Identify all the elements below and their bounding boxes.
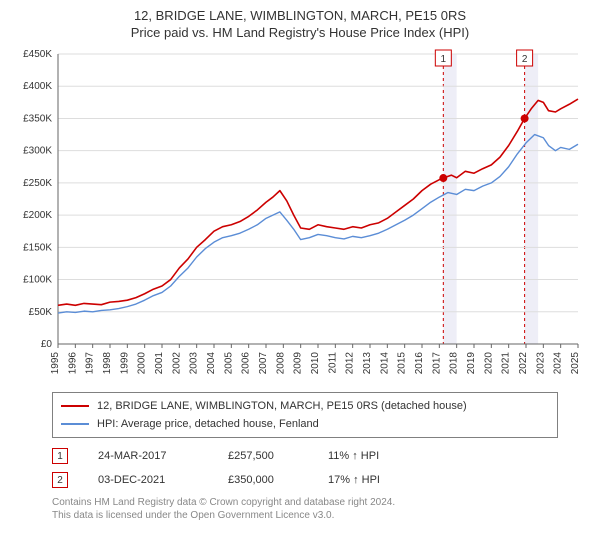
svg-text:£350K: £350K xyxy=(23,113,52,124)
svg-text:2001: 2001 xyxy=(154,352,165,375)
marker-row: 1 24-MAR-2017£257,50011% ↑ HPI xyxy=(52,448,588,464)
svg-text:2021: 2021 xyxy=(501,352,512,375)
svg-text:2015: 2015 xyxy=(397,352,408,375)
marker-date: 24-MAR-2017 xyxy=(98,450,228,462)
svg-text:2010: 2010 xyxy=(310,352,321,375)
svg-text:2007: 2007 xyxy=(258,352,269,375)
svg-text:£450K: £450K xyxy=(23,49,52,60)
svg-text:2: 2 xyxy=(522,54,528,65)
legend-swatch xyxy=(61,423,89,425)
svg-text:2013: 2013 xyxy=(362,352,373,375)
svg-text:£200K: £200K xyxy=(23,210,52,221)
svg-text:2016: 2016 xyxy=(414,352,425,375)
marker-pct: 17% ↑ HPI xyxy=(328,474,448,486)
svg-text:2009: 2009 xyxy=(293,352,304,375)
title-block: 12, BRIDGE LANE, WIMBLINGTON, MARCH, PE1… xyxy=(12,8,588,40)
marker-table: 1 24-MAR-2017£257,50011% ↑ HPI 2 03-DEC-202… xyxy=(52,448,588,488)
chart-area: £0 £50K £100K £150K £200K £250K £300K £350K £400… xyxy=(12,46,588,386)
marker-row: 2 03-DEC-2021£350,00017% ↑ HPI xyxy=(52,472,588,488)
svg-text:2023: 2023 xyxy=(535,352,546,375)
chart-container: 12, BRIDGE LANE, WIMBLINGTON, MARCH, PE1… xyxy=(0,0,600,528)
svg-text:£400K: £400K xyxy=(23,81,52,92)
svg-text:2004: 2004 xyxy=(206,352,217,375)
marker-pct: 11% ↑ HPI xyxy=(328,450,448,462)
legend-swatch xyxy=(61,405,89,407)
svg-text:£100K: £100K xyxy=(23,275,52,286)
svg-text:2019: 2019 xyxy=(466,352,477,375)
svg-text:2017: 2017 xyxy=(431,352,442,375)
svg-text:2018: 2018 xyxy=(449,352,460,375)
svg-text:£300K: £300K xyxy=(23,146,52,157)
svg-text:2022: 2022 xyxy=(518,352,529,375)
title-address: 12, BRIDGE LANE, WIMBLINGTON, MARCH, PE1… xyxy=(12,8,588,23)
legend-label: HPI: Average price, detached house, Fenl… xyxy=(97,418,319,430)
legend-label: 12, BRIDGE LANE, WIMBLINGTON, MARCH, PE1… xyxy=(97,400,467,412)
svg-text:2020: 2020 xyxy=(483,352,494,375)
svg-text:£250K: £250K xyxy=(23,178,52,189)
svg-text:1999: 1999 xyxy=(119,352,130,375)
svg-text:£50K: £50K xyxy=(29,307,53,318)
marker-badge: 2 xyxy=(52,472,68,488)
svg-text:2024: 2024 xyxy=(553,352,564,375)
svg-text:£0: £0 xyxy=(41,339,53,350)
svg-text:2006: 2006 xyxy=(241,352,252,375)
legend: 12, BRIDGE LANE, WIMBLINGTON, MARCH, PE1… xyxy=(52,392,558,438)
marker-badge: 1 xyxy=(52,448,68,464)
svg-text:1995: 1995 xyxy=(50,352,61,375)
svg-text:1: 1 xyxy=(441,54,447,65)
svg-text:2008: 2008 xyxy=(275,352,286,375)
svg-text:1996: 1996 xyxy=(67,352,78,375)
svg-text:2002: 2002 xyxy=(171,352,182,375)
svg-text:1997: 1997 xyxy=(85,352,96,375)
marker-price: £350,000 xyxy=(228,474,328,486)
svg-text:2000: 2000 xyxy=(137,352,148,375)
svg-text:2005: 2005 xyxy=(223,352,234,375)
svg-text:£150K: £150K xyxy=(23,242,52,253)
footnote: Contains HM Land Registry data © Crown c… xyxy=(52,496,588,522)
svg-text:2012: 2012 xyxy=(345,352,356,375)
svg-text:2014: 2014 xyxy=(379,352,390,375)
footnote-line1: Contains HM Land Registry data © Crown c… xyxy=(52,496,588,509)
svg-text:2003: 2003 xyxy=(189,352,200,375)
svg-text:2011: 2011 xyxy=(327,352,338,374)
marker-date: 03-DEC-2021 xyxy=(98,474,228,486)
svg-text:1998: 1998 xyxy=(102,352,113,375)
legend-item: HPI: Average price, detached house, Fenl… xyxy=(61,415,549,433)
svg-text:2025: 2025 xyxy=(570,352,581,375)
marker-price: £257,500 xyxy=(228,450,328,462)
price-chart: £0 £50K £100K £150K £200K £250K £300K £350K £400… xyxy=(12,46,588,386)
legend-item: 12, BRIDGE LANE, WIMBLINGTON, MARCH, PE1… xyxy=(61,397,549,415)
title-subtitle: Price paid vs. HM Land Registry's House … xyxy=(12,25,588,40)
footnote-line2: This data is licensed under the Open Gov… xyxy=(52,509,588,522)
